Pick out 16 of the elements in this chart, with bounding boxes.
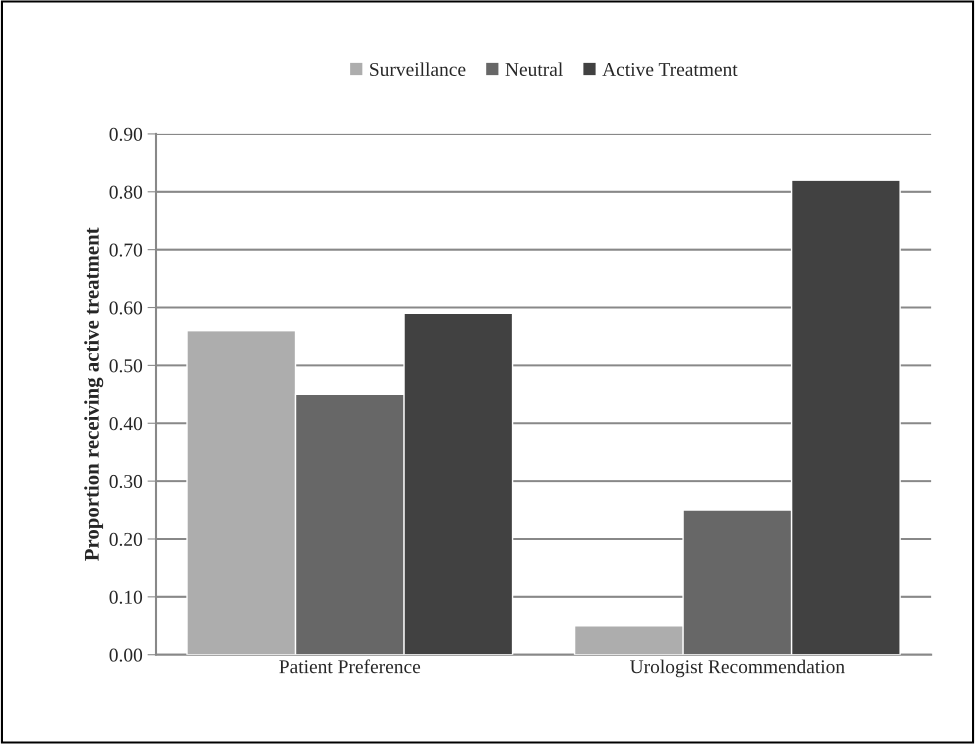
y-axis-title: Proportion receiving active treatment — [84, 227, 104, 561]
y-tick-label: 0.90 — [110, 128, 142, 141]
y-tick-label: 0.70 — [110, 243, 142, 257]
y-tick-label: 0.00 — [110, 648, 142, 662]
legend-label: Active Treatment — [602, 62, 738, 76]
y-tick-label: 0.50 — [110, 359, 142, 372]
y-tick-label: 0.80 — [110, 186, 142, 199]
legend-label: Neutral — [506, 62, 563, 76]
y-tick-label: 0.10 — [110, 590, 142, 604]
y-tick-label: 0.40 — [110, 417, 142, 430]
legend-label: Surveillance — [370, 62, 466, 76]
x-tick-label: Urologist Recommendation — [630, 660, 845, 678]
x-tick-label: Patient Preference — [279, 659, 420, 674]
y-tick-label: 0.60 — [110, 301, 142, 315]
y-tick-label: 0.20 — [110, 532, 142, 546]
y-tick-label: 0.30 — [110, 474, 142, 488]
